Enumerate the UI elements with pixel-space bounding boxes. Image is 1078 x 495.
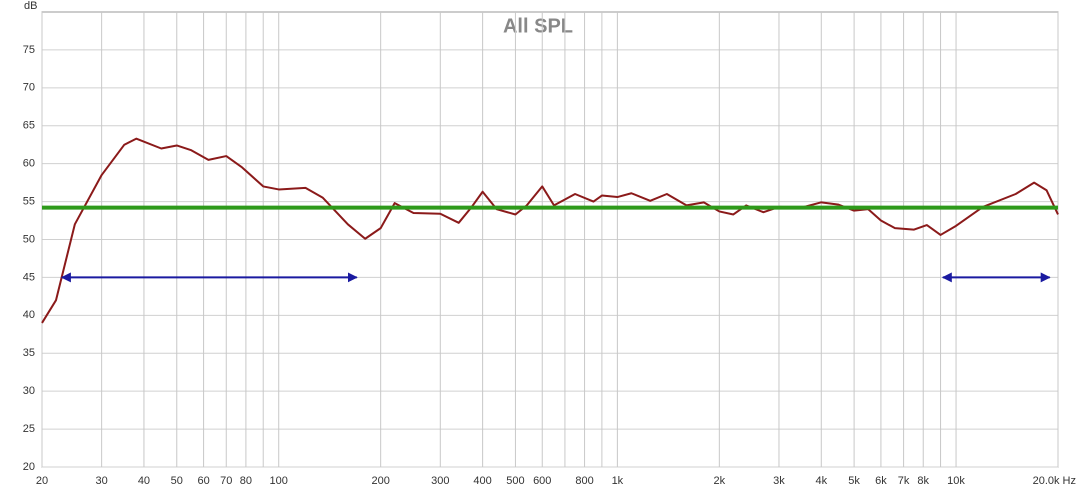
x-tick-label: 800 [575,475,593,487]
y-tick-label: 50 [23,233,35,245]
x-tick-label: 70 [220,475,232,487]
x-tick-label: 20 [36,475,48,487]
x-tick-label: 100 [270,475,288,487]
y-tick-label: 45 [23,271,35,283]
x-tick-label: 600 [533,475,551,487]
y-tick-label: 65 [23,120,35,132]
x-tick-label: 6k [875,475,887,487]
series-line [41,137,1059,324]
x-tick-label: 1k [612,475,624,487]
x-tick-label: 400 [473,475,491,487]
y-tick-label: 25 [23,423,35,435]
x-tick-label: 4k [815,475,827,487]
y-tick-label: 35 [23,347,35,359]
y-tick-label: 70 [23,82,35,94]
y-tick-label: 60 [23,158,35,170]
y-tick-label: 55 [23,195,35,207]
y-tick-label: 75 [23,44,35,56]
x-tick-label: 20.0k Hz [1033,475,1076,487]
x-tick-label: 3k [773,475,785,487]
y-tick-label: 40 [23,309,35,321]
x-tick-label: 2k [714,475,726,487]
x-tick-label: 80 [240,475,252,487]
x-tick-label: 5k [848,475,860,487]
x-tick-label: 300 [431,475,449,487]
chart-title: All SPL [503,15,573,37]
x-tick-label: 8k [917,475,929,487]
y-tick-label: 30 [23,385,35,397]
x-tick-label: 7k [898,475,910,487]
x-tick-label: 200 [371,475,389,487]
y-axis-label: dB [24,0,37,12]
x-tick-label: 40 [138,475,150,487]
x-tick-label: 60 [197,475,209,487]
x-tick-label: 500 [506,475,524,487]
x-tick-label: 30 [96,475,108,487]
x-tick-label: 50 [171,475,183,487]
x-tick-label: 10k [947,475,965,487]
y-tick-label: 20 [23,461,35,473]
